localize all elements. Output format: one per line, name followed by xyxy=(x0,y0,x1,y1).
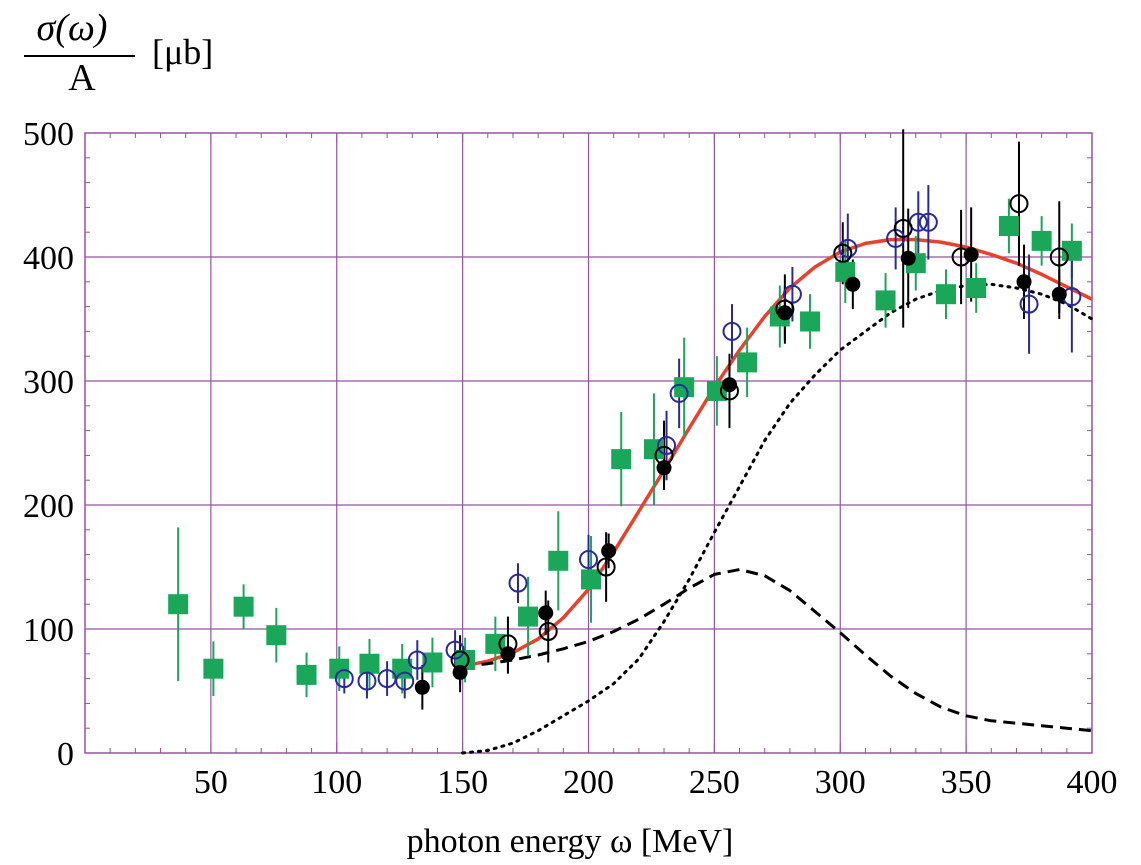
filled-circle-point xyxy=(777,305,793,321)
open-circle-point xyxy=(357,671,377,691)
x-tick-label: 200 xyxy=(563,764,614,801)
square-point xyxy=(835,261,856,282)
open-circle-point xyxy=(407,650,427,670)
open-circle-point xyxy=(918,212,938,232)
dotted-curve xyxy=(461,282,1094,755)
y-tick-labels: 0 100 200 300 400 500 xyxy=(23,116,74,773)
filled-circle-point xyxy=(414,679,430,695)
error-bars xyxy=(177,129,1073,710)
square-point xyxy=(581,569,602,590)
square-point xyxy=(800,311,821,332)
y-tick-label: 400 xyxy=(23,240,74,277)
square-point xyxy=(875,290,896,311)
open-circle-point xyxy=(445,640,465,660)
open-circle-point xyxy=(722,321,742,341)
x-tick-label: 150 xyxy=(437,764,488,801)
solid-curve xyxy=(462,237,1093,668)
open-circle-point xyxy=(1009,194,1029,214)
square-point xyxy=(359,653,380,674)
square-point xyxy=(422,652,443,673)
filled-circle-point xyxy=(845,276,861,292)
filled-circle-point xyxy=(1016,274,1032,290)
open-circle-point xyxy=(1049,247,1069,267)
minor-ticks xyxy=(85,133,1092,753)
open-circle-point xyxy=(838,238,858,258)
square-point xyxy=(233,596,254,617)
open-circle-point xyxy=(1019,294,1039,314)
open-circle-point xyxy=(596,557,616,577)
y-axis-label-unit: [μb] xyxy=(152,32,213,72)
y-axis-label-denominator: A xyxy=(68,57,96,99)
x-tick-label: 350 xyxy=(941,764,992,801)
open-circle-point xyxy=(395,671,415,691)
x-tick-label: 300 xyxy=(815,764,866,801)
filled-circle-point xyxy=(452,664,468,680)
open-circle-point xyxy=(833,243,853,263)
y-axis-label-numerator: σ(ω) xyxy=(37,7,108,49)
filled-circle-point xyxy=(721,377,737,393)
y-axis-label: σ(ω) A [μb] xyxy=(24,7,213,99)
open-circle-point xyxy=(669,383,689,403)
x-tick-label: 400 xyxy=(1067,764,1118,801)
open-circle-point xyxy=(657,435,677,455)
square-point xyxy=(168,594,189,615)
filled-circle-point xyxy=(963,247,979,263)
square-point xyxy=(643,439,664,460)
y-tick-label: 500 xyxy=(23,116,74,153)
square-point xyxy=(203,658,224,679)
square-point xyxy=(329,658,350,679)
square-point xyxy=(611,449,632,470)
open-circle-point xyxy=(893,218,913,238)
x-tick-label: 100 xyxy=(311,764,362,801)
y-tick-label: 300 xyxy=(23,364,74,401)
square-point xyxy=(1031,230,1052,251)
x-tick-label: 250 xyxy=(689,764,740,801)
x-tick-label: 50 xyxy=(194,764,228,801)
x-tick-labels: 50 100 150 200 250 300 350 400 xyxy=(194,764,1118,801)
open-circle-point xyxy=(538,621,558,641)
open-circle-point xyxy=(579,550,598,570)
y-tick-label: 100 xyxy=(23,612,74,649)
square-point xyxy=(296,664,317,685)
filled-circle-point xyxy=(601,543,617,559)
square-point xyxy=(518,606,539,627)
filled-circle-point xyxy=(538,605,554,621)
square-point xyxy=(966,278,987,298)
filled-circle-point xyxy=(1051,286,1067,302)
square-point xyxy=(998,216,1019,236)
y-tick-label: 200 xyxy=(23,488,74,525)
square-point xyxy=(548,550,569,571)
data-points xyxy=(168,194,1082,695)
filled-circle-point xyxy=(900,250,916,266)
open-circle-point xyxy=(782,284,802,304)
square-point xyxy=(935,284,956,305)
dashed-curve xyxy=(462,568,1093,733)
filled-circle-point xyxy=(656,460,672,476)
model-curves xyxy=(461,237,1094,755)
grid-lines xyxy=(85,133,1092,753)
open-circle-point xyxy=(334,669,354,689)
square-point xyxy=(266,625,287,646)
x-axis-label: photon energy ω [MeV] xyxy=(407,823,734,860)
filled-circle-point xyxy=(500,646,516,662)
y-tick-label: 0 xyxy=(57,736,74,773)
open-circle-point xyxy=(508,573,528,593)
square-point xyxy=(737,352,758,373)
